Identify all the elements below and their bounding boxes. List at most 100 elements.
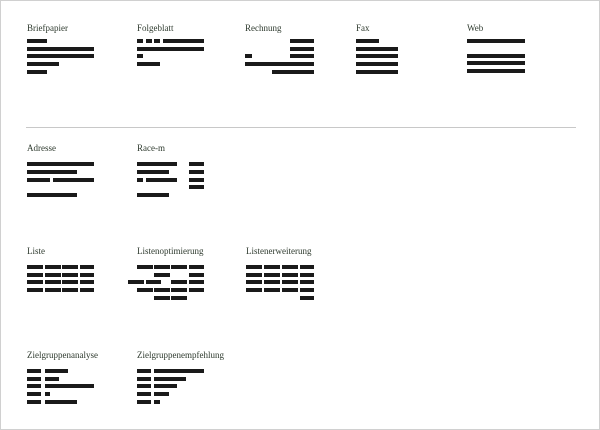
layout-bar [146, 280, 161, 284]
layout-bar [45, 400, 77, 404]
layout-bar [290, 39, 314, 43]
template-label[interactable]: Folgeblatt [137, 23, 174, 33]
layout-bar [137, 369, 151, 373]
layout-bar [27, 392, 41, 396]
layout-bar [137, 392, 151, 396]
template-label[interactable]: Zielgruppenempfehlung [137, 350, 224, 360]
layout-bar [171, 265, 187, 269]
layout-bar [45, 377, 59, 381]
layout-bar [300, 280, 314, 284]
layout-bar [137, 47, 204, 51]
layout-bar [137, 400, 151, 404]
layout-bar [264, 280, 280, 284]
layout-bar [282, 288, 298, 292]
layout-bar [290, 54, 314, 58]
layout-bar [62, 288, 78, 292]
layout-bar [356, 70, 398, 74]
layout-bar [154, 377, 186, 381]
layout-bar [45, 280, 61, 284]
layout-bar [45, 273, 61, 277]
layout-bar [27, 70, 47, 74]
layout-bar [137, 62, 160, 66]
layout-bar [154, 392, 169, 396]
layout-bar [282, 265, 298, 269]
layout-bar [246, 288, 262, 292]
layout-bar [137, 384, 151, 388]
layout-bar [27, 384, 41, 388]
template-label[interactable]: Fax [356, 23, 370, 33]
section-divider [26, 127, 576, 128]
layout-bar [137, 178, 143, 182]
layout-bar [154, 296, 170, 300]
template-label[interactable]: Liste [27, 246, 45, 256]
layout-bar [128, 280, 144, 284]
layout-bar [189, 288, 204, 292]
layout-bar [300, 296, 314, 300]
layout-bar [282, 273, 298, 277]
layout-bar [27, 288, 43, 292]
layout-bar [189, 265, 204, 269]
layout-bar [137, 265, 153, 269]
template-label[interactable]: Rechnung [245, 23, 282, 33]
layout-bar [27, 62, 59, 66]
layout-bar [467, 61, 525, 65]
template-label[interactable]: Zielgruppenanalyse [27, 350, 98, 360]
layout-bar [45, 288, 61, 292]
layout-bar [154, 265, 170, 269]
layout-bar [27, 273, 43, 277]
layout-bar [27, 170, 77, 174]
layout-bar [27, 377, 41, 381]
layout-bar [27, 178, 50, 182]
layout-bar [246, 273, 262, 277]
layout-bar [146, 39, 152, 43]
layout-bar [154, 39, 160, 43]
layout-bar [356, 62, 398, 66]
layout-bar [300, 273, 314, 277]
layout-bar [467, 69, 525, 73]
layout-bar [171, 296, 187, 300]
layout-bar [62, 273, 78, 277]
layout-bar [154, 273, 170, 277]
layout-bar [245, 62, 314, 66]
template-label[interactable]: Listenoptimierung [137, 246, 204, 256]
layout-bar [356, 54, 398, 58]
layout-bar [137, 193, 169, 197]
layout-bar [171, 280, 187, 284]
layout-bar [137, 162, 177, 166]
layout-bar [163, 39, 204, 43]
layout-bar [45, 369, 68, 373]
template-label[interactable]: Adresse [27, 143, 56, 153]
layout-bar [154, 400, 160, 404]
layout-bar [137, 39, 143, 43]
layout-bar [300, 265, 314, 269]
layout-bar [137, 170, 169, 174]
layout-bar [146, 178, 177, 182]
layout-bar [27, 47, 94, 51]
layout-bar [27, 369, 41, 373]
template-label[interactable]: Web [467, 23, 484, 33]
template-label[interactable]: Race-m [137, 143, 165, 153]
layout-bar [189, 185, 204, 189]
layout-bar [27, 280, 43, 284]
layout-bar [189, 170, 204, 174]
template-label[interactable]: Briefpapier [27, 23, 68, 33]
layout-bar [137, 288, 153, 292]
layout-bar [264, 265, 280, 269]
layout-bar [80, 288, 94, 292]
layout-bar [27, 400, 41, 404]
layout-bar [80, 273, 94, 277]
layout-bar [80, 280, 94, 284]
layout-bar [45, 392, 50, 396]
layout-bar [27, 162, 94, 166]
layout-bar [356, 47, 398, 51]
layout-bar [62, 280, 78, 284]
layout-bar [189, 178, 204, 182]
template-label[interactable]: Listenerweiterung [246, 246, 312, 256]
layout-bar [246, 280, 262, 284]
layout-bar [264, 288, 280, 292]
layout-bar [45, 265, 61, 269]
layout-bar [467, 54, 525, 58]
layout-bar [27, 39, 47, 43]
layout-bar [189, 162, 204, 166]
